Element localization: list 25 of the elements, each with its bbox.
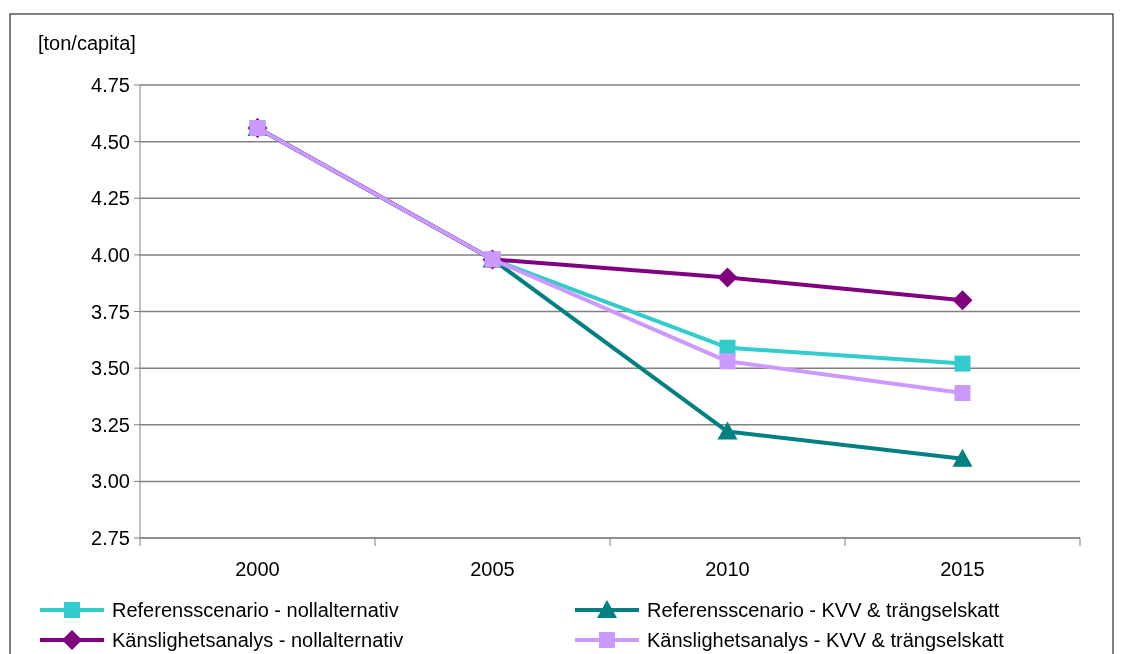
y-tick-label: 3.50 bbox=[91, 357, 130, 380]
x-tick-label: 2005 bbox=[470, 558, 515, 580]
point bbox=[717, 267, 738, 288]
y-tick-label: 4.50 bbox=[91, 130, 130, 153]
point bbox=[719, 353, 736, 370]
legend-label: Referensscenario - nollalternativ bbox=[112, 599, 399, 621]
legend-label: Känslighetsanalys - KVV & trängselskatt bbox=[647, 629, 1005, 651]
point bbox=[954, 355, 971, 372]
legend-label: Känslighetsanalys - nollalternativ bbox=[112, 629, 404, 651]
y-tick-label: 3.75 bbox=[91, 300, 130, 323]
legend-label: Referensscenario - KVV & trängselskatt bbox=[647, 599, 1000, 621]
x-tick-label: 2015 bbox=[940, 558, 985, 580]
point bbox=[952, 448, 973, 467]
y-tick-label: 3.25 bbox=[91, 413, 130, 436]
point bbox=[717, 421, 738, 440]
x-tick-label: 2000 bbox=[235, 558, 280, 580]
point bbox=[954, 385, 971, 402]
x-tick-label: 2010 bbox=[705, 558, 750, 580]
y-tick-label: 4.00 bbox=[91, 243, 130, 266]
point bbox=[952, 290, 973, 311]
y-tick-label: 4.25 bbox=[91, 187, 130, 210]
y-tick-label: 3.00 bbox=[91, 470, 130, 493]
y-tick-label: 4.75 bbox=[91, 74, 130, 96]
y-tick-label: 2.75 bbox=[91, 527, 130, 549]
y-axis-title: [ton/capita] bbox=[38, 32, 136, 54]
